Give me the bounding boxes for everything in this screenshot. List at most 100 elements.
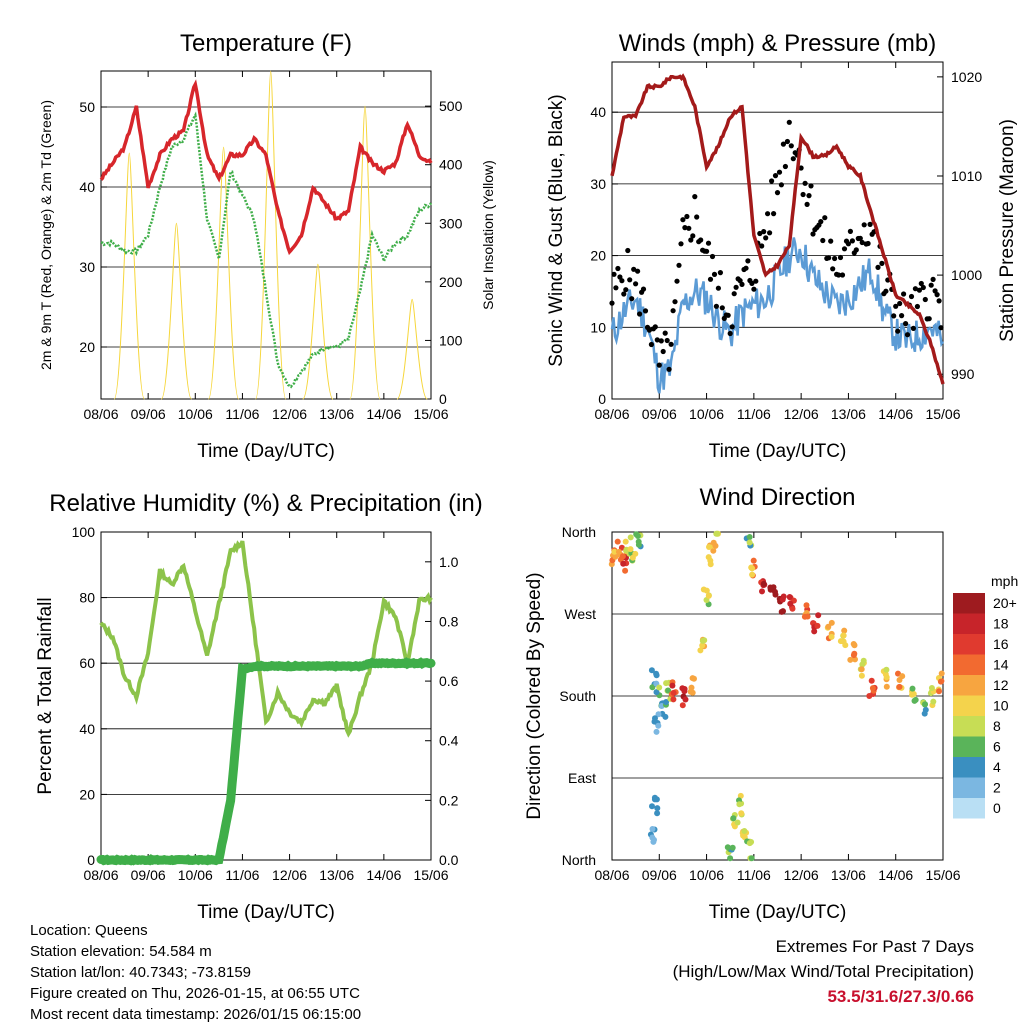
direction-point xyxy=(789,605,796,612)
temperature-xtick-label: 13/06 xyxy=(319,406,354,422)
gust-point xyxy=(621,291,627,297)
direction-point xyxy=(679,702,686,709)
humidity-y2tick-label: 0.2 xyxy=(439,792,459,808)
temperature-y2tick-label: 0 xyxy=(439,391,447,407)
winds-title: Winds (mph) & Pressure (mb) xyxy=(619,30,936,57)
winds-ytick-label: 30 xyxy=(590,176,606,192)
extremes-block: Extremes For Past 7 Days (High/Low/Max W… xyxy=(673,934,974,1009)
gust-point xyxy=(613,285,619,291)
gust-point xyxy=(733,284,739,290)
direction-point xyxy=(615,548,622,555)
gust-point xyxy=(786,119,792,125)
winds-xtick-label: 13/06 xyxy=(831,406,866,422)
gust-point xyxy=(818,219,824,225)
temperature-ytick-label: 30 xyxy=(79,259,95,275)
extremes-title: Extremes For Past 7 Days xyxy=(775,937,974,956)
direction-point xyxy=(750,557,757,564)
winds-xtick-label: 08/06 xyxy=(594,406,629,422)
gust-point xyxy=(778,182,785,188)
gust-point xyxy=(704,248,710,254)
direction-xtick-label: 11/06 xyxy=(737,867,771,883)
direction-point xyxy=(648,667,655,674)
gust-point xyxy=(867,221,873,227)
gust-point xyxy=(660,348,666,355)
gust-point xyxy=(629,296,635,302)
humidity-y2tick-label: 0.4 xyxy=(439,733,459,749)
gust-point xyxy=(688,237,694,243)
gust-point xyxy=(623,287,629,293)
direction-tick-label: North xyxy=(562,852,596,868)
direction-point xyxy=(936,688,942,695)
temperature-xtick-label: 10/06 xyxy=(178,406,213,422)
direction-point xyxy=(653,672,660,679)
temperature-ytick-label: 50 xyxy=(79,99,95,115)
gust-point xyxy=(769,178,775,184)
direction-point xyxy=(778,608,785,615)
gust-point xyxy=(832,255,838,262)
temperature-xtick-label: 08/06 xyxy=(83,406,118,422)
direction-ylabel: Direction (Colored By Speed) xyxy=(524,572,545,819)
elevation-text: Station elevation: 54.584 m xyxy=(30,943,212,960)
direction-point xyxy=(787,600,794,607)
gust-point xyxy=(804,201,810,207)
legend-label: 2 xyxy=(993,780,1001,796)
gust-point xyxy=(615,265,621,272)
gust-point xyxy=(609,300,615,306)
gust-point xyxy=(668,341,674,347)
created-text: Figure created on Thu, 2026-01-15, at 06… xyxy=(30,985,360,1002)
gust-point xyxy=(918,280,924,287)
direction-point xyxy=(653,728,660,735)
legend-label: 4 xyxy=(993,759,1001,775)
direction-point xyxy=(922,706,929,713)
direction-point xyxy=(828,633,835,640)
gust-point xyxy=(922,296,928,303)
direction-point xyxy=(634,533,641,539)
gust-point xyxy=(782,163,789,170)
direction-tick-label: West xyxy=(564,606,596,622)
direction-point xyxy=(627,546,634,553)
gust-point xyxy=(806,193,812,199)
location-text: Location: Queens xyxy=(30,922,148,939)
legend-label: 18 xyxy=(993,616,1009,632)
direction-point xyxy=(899,673,906,680)
temperature-line xyxy=(99,79,433,256)
humidity-ytick-label: 60 xyxy=(79,655,95,671)
humidity-ytick-label: 80 xyxy=(79,590,95,606)
gust-point xyxy=(767,230,773,236)
winds-ylabel: Sonic Wind & Gust (Blue, Black) xyxy=(546,94,567,366)
gust-point xyxy=(822,215,828,221)
winds-y2tick-label: 1000 xyxy=(951,267,982,283)
gust-point xyxy=(686,225,692,231)
direction-point xyxy=(655,722,662,729)
direction-point xyxy=(620,560,627,567)
direction-point xyxy=(654,805,661,812)
winds-ytick-label: 10 xyxy=(590,319,606,335)
pressure-line xyxy=(610,73,945,385)
humidity-xtick-label: 11/06 xyxy=(225,867,259,883)
direction-point xyxy=(840,632,847,639)
direction-point xyxy=(614,538,621,545)
gust-point xyxy=(751,286,757,292)
gust-point xyxy=(928,282,934,288)
direction-point xyxy=(710,547,717,554)
extremes-subtitle: (High/Low/Max Wind/Total Precipitation) xyxy=(672,962,974,981)
gust-point xyxy=(642,308,649,314)
gust-point xyxy=(934,292,940,298)
temperature-y2label: Solar Insolation (Yellow) xyxy=(480,160,496,310)
direction-point xyxy=(670,689,677,696)
winds-xtick-label: 14/06 xyxy=(878,406,913,422)
direction-point xyxy=(705,554,712,561)
direction-point xyxy=(928,685,935,691)
temperature-xlabel: Time (Day/UTC) xyxy=(197,441,335,462)
direction-point xyxy=(858,666,865,673)
temperature-ytick-label: 40 xyxy=(79,179,95,195)
direction-point xyxy=(759,588,765,595)
gust-point xyxy=(849,238,856,244)
humidity-y2tick-label: 1.0 xyxy=(439,554,459,570)
winds-y2tick-label: 990 xyxy=(951,366,975,382)
direction-point xyxy=(837,638,844,645)
gust-point xyxy=(891,313,897,319)
direction-point xyxy=(909,685,916,692)
direction-point xyxy=(649,826,656,832)
direction-point xyxy=(814,622,821,629)
